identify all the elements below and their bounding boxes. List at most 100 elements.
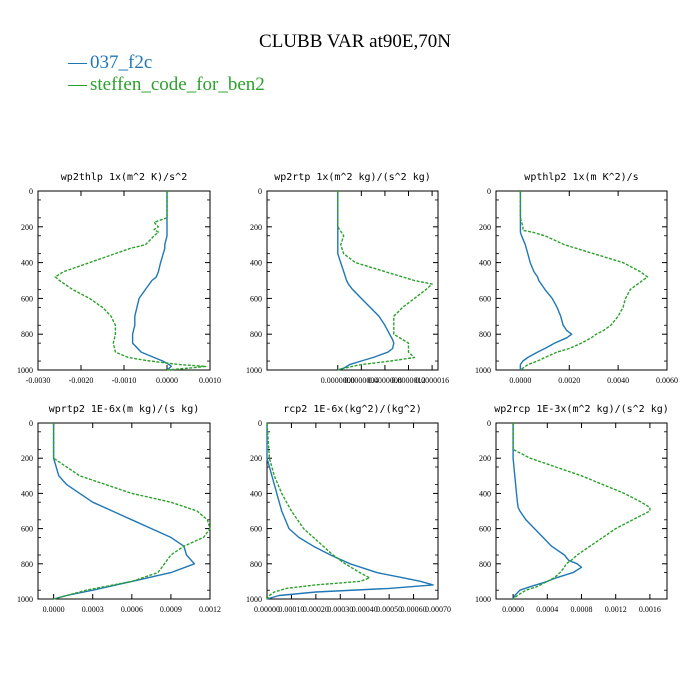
- y-tick-label: 1000: [246, 595, 262, 604]
- x-tick-label: 0.0000004: [344, 376, 378, 385]
- x-tick-label: 0.0000012: [392, 376, 426, 385]
- x-tick-label: 0.0040: [607, 376, 629, 385]
- legend-label-1: 037_f2c: [90, 52, 152, 73]
- panel-title: wp2thlp 1x(m^2 K)/s^2: [61, 172, 187, 183]
- y-tick-label: 0: [29, 419, 33, 428]
- x-tick-label: 0.0000: [156, 376, 178, 385]
- y-tick-label: 1000: [475, 595, 491, 604]
- legend-item-1: — 037_f2c: [67, 52, 152, 73]
- x-tick-label: 0.0000: [502, 605, 524, 614]
- series-line-steffen: [266, 422, 371, 600]
- y-tick-label: 200: [250, 454, 262, 463]
- x-tick-label: 0.0012: [199, 605, 221, 614]
- x-tick-label: 0.0060: [656, 376, 678, 385]
- y-tick-label: 400: [479, 489, 491, 498]
- panel-2: wp2rtp 1x(m^2 kg)/(s^2 kg) 0 200 400 600 800 1…: [246, 172, 449, 385]
- x-tick-label: 0.00000: [254, 605, 280, 614]
- series-line-f2c: [266, 423, 434, 600]
- plot-frame: [266, 190, 439, 371]
- figure-title: CLUBB VAR at90E,70N: [259, 31, 451, 52]
- x-tick-label: 0.00050: [376, 605, 402, 614]
- x-tick-label: -0.0020: [69, 376, 94, 385]
- panel-1: wp2thlp 1x(m^2 K)/s^2 0 200 400 600 800 1000 -0…: [17, 172, 221, 385]
- x-tick-label: 0.00060: [401, 605, 427, 614]
- x-tick-label: 0.0000000: [321, 376, 355, 385]
- y-tick-label: 0: [258, 419, 262, 428]
- y-tick-label: 200: [21, 454, 33, 463]
- y-tick-label: 400: [479, 259, 491, 268]
- plot-frame: [37, 190, 211, 371]
- x-tick-label: 0.0000008: [368, 376, 402, 385]
- y-tick-label: 600: [479, 294, 491, 303]
- x-tick-label: 0.0000: [509, 376, 531, 385]
- x-tick-label: 0.0020: [558, 376, 580, 385]
- x-tick-label: 0.00020: [303, 605, 329, 614]
- x-tick-label: 0.0003: [82, 605, 104, 614]
- y-tick-label: 600: [250, 525, 262, 534]
- series-line-steffen: [54, 191, 207, 371]
- series-line-steffen: [519, 191, 649, 371]
- y-tick-label: 600: [21, 294, 33, 303]
- x-tick-label: 0.00070: [425, 605, 451, 614]
- panel-title: wp2rcp 1E-3x(m^2 kg)/(s^2 kg): [494, 404, 669, 415]
- x-tick-label: -0.0010: [112, 376, 137, 385]
- panel-title: rcp2 1E-6x(kg^2)/(kg^2): [283, 404, 421, 415]
- series-line-steffen: [52, 423, 211, 600]
- y-tick-label: 800: [479, 330, 491, 339]
- x-tick-label: 0.0000016: [415, 376, 449, 385]
- series-line-f2c: [52, 423, 196, 600]
- y-tick-label: 1000: [17, 595, 33, 604]
- y-tick-label: 800: [479, 560, 491, 569]
- panels: wp2thlp 1x(m^2 K)/s^2 0 200 400 600 800 1000 -0…: [17, 172, 678, 614]
- y-tick-label: 0: [258, 187, 262, 196]
- x-tick-label: 0.00010: [278, 605, 304, 614]
- legend-marker-2: —: [67, 74, 88, 95]
- y-tick-label: 200: [250, 223, 262, 232]
- x-tick-label: 0.0016: [639, 605, 661, 614]
- panel-title: wprtp2 1E-6x(m kg)/(s kg): [49, 404, 200, 415]
- y-tick-label: 0: [487, 187, 491, 196]
- series-line-steffen: [337, 191, 433, 371]
- y-tick-label: 800: [250, 330, 262, 339]
- panel-3: wpthlp2 1x(m K^2)/s 0 200 400 600 800 1000 0.00…: [475, 172, 678, 385]
- y-tick-label: 800: [21, 330, 33, 339]
- y-tick-label: 1000: [475, 366, 491, 375]
- plot-frame: [37, 422, 211, 600]
- y-tick-label: 1000: [246, 366, 262, 375]
- y-tick-label: 600: [479, 525, 491, 534]
- x-tick-label: 0.0009: [160, 605, 182, 614]
- x-tick-label: 0.0004: [536, 605, 558, 614]
- series-line-f2c: [519, 191, 573, 370]
- plot-frame: [266, 422, 439, 600]
- panel-5: rcp2 1E-6x(kg^2)/(kg^2) 0 200 400 600 800 1000…: [246, 404, 451, 614]
- plot-frame: [495, 190, 668, 371]
- plot-frame: [495, 422, 668, 600]
- x-tick-label: 0.0008: [571, 605, 593, 614]
- x-tick-label: 0.00030: [327, 605, 353, 614]
- legend-label-2: steffen_code_for_ben2: [90, 74, 265, 95]
- y-tick-label: 600: [250, 294, 262, 303]
- series-line-f2c: [512, 423, 583, 600]
- panel-title: wp2rtp 1x(m^2 kg)/(s^2 kg): [274, 172, 431, 183]
- series-line-f2c: [337, 191, 395, 371]
- y-tick-label: 400: [250, 259, 262, 268]
- y-tick-label: 400: [21, 489, 33, 498]
- x-tick-label: 0.0000: [43, 605, 65, 614]
- x-tick-label: 0.0006: [121, 605, 143, 614]
- y-tick-label: 200: [479, 223, 491, 232]
- panel-6: wp2rcp 1E-3x(m^2 kg)/(s^2 kg)0 200 400 600 8…: [475, 404, 669, 614]
- legend-item-2: — steffen_code_for_ben2: [67, 74, 265, 95]
- series-line-f2c: [131, 191, 173, 371]
- y-tick-label: 200: [479, 454, 491, 463]
- series-line-steffen: [512, 423, 651, 600]
- x-tick-label: 0.0010: [199, 376, 221, 385]
- y-tick-label: 400: [250, 489, 262, 498]
- y-tick-label: 1000: [17, 366, 33, 375]
- legend: — 037_f2c — steffen_code_for_ben2: [67, 52, 265, 95]
- y-tick-label: 400: [21, 259, 33, 268]
- y-tick-label: 0: [29, 187, 33, 196]
- y-tick-label: 200: [21, 223, 33, 232]
- x-tick-label: 0.00040: [352, 605, 378, 614]
- panel-4: wprtp2 1E-6x(m kg)/(s kg) 0 200 400 600 800 10…: [17, 404, 221, 614]
